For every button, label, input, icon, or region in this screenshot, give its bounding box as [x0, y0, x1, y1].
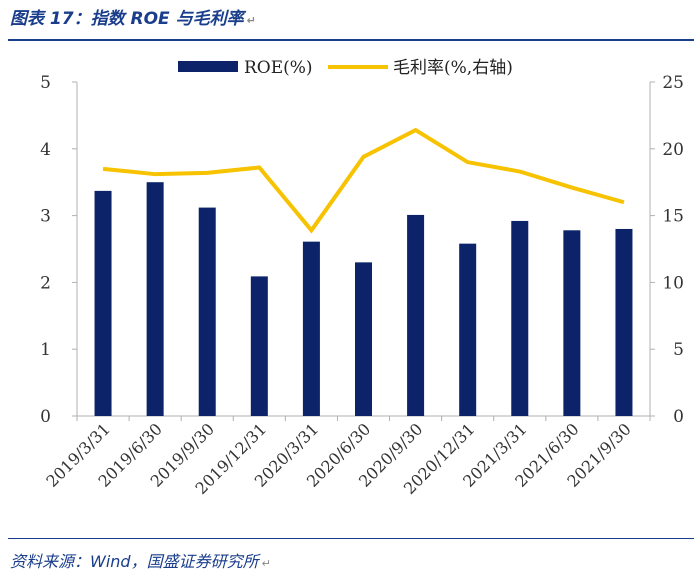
roe-bar [198, 207, 216, 416]
right-tick-label: 15 [662, 207, 684, 227]
left-tick-label: 4 [40, 140, 51, 160]
roe-bar [302, 241, 320, 416]
roe-bar [146, 182, 164, 416]
legend-margin-label: 毛利率(%,右轴) [393, 58, 513, 78]
source-note: 资料来源：Wind，国盛证券研究所 ↵ [10, 552, 271, 571]
figure-title: 图表 17：指数 ROE 与毛利率 ↵ [10, 9, 256, 29]
roe-bar [355, 262, 372, 416]
right-tick-label: 25 [662, 73, 684, 93]
roe-bar [459, 243, 477, 416]
right-tick-label: 20 [662, 140, 684, 160]
left-tick-label: 0 [40, 407, 51, 427]
left-tick-label: 2 [40, 273, 51, 293]
roe-bar [94, 190, 112, 416]
legend-roe-swatch [178, 61, 238, 72]
roe-bar [511, 220, 529, 416]
roe-bar [563, 230, 581, 416]
roe-bar [250, 276, 268, 416]
gross-margin-line [102, 127, 625, 234]
source-rule [8, 538, 694, 539]
legend-roe-label: ROE(%) [244, 58, 313, 78]
right-tick-label: 10 [662, 273, 684, 293]
left-tick-label: 3 [40, 207, 51, 227]
roe-bar [615, 228, 633, 416]
roe-bar [407, 214, 425, 416]
title-rule [8, 39, 694, 41]
right-tick-label: 0 [673, 407, 684, 427]
right-tick-label: 5 [673, 340, 684, 360]
left-tick-label: 5 [40, 73, 51, 93]
left-tick-label: 1 [40, 340, 51, 360]
